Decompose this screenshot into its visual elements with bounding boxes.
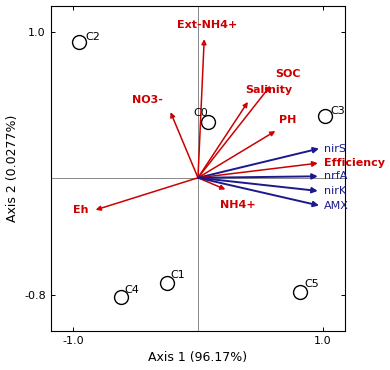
Text: C5: C5 [304, 279, 319, 289]
Text: AMX: AMX [324, 201, 349, 211]
Point [205, 120, 211, 125]
Text: C4: C4 [124, 285, 139, 295]
Text: C1: C1 [170, 270, 185, 280]
Text: Efficiency: Efficiency [324, 158, 385, 168]
Text: Ext-NH4+: Ext-NH4+ [177, 20, 237, 30]
Text: nirS: nirS [324, 144, 346, 154]
Point [322, 114, 328, 120]
Point [76, 39, 83, 45]
Text: NH4+: NH4+ [220, 200, 256, 210]
Text: C2: C2 [86, 32, 101, 42]
Text: SOC: SOC [275, 68, 301, 78]
Text: nirK: nirK [324, 186, 346, 196]
Text: Salinity: Salinity [245, 85, 292, 95]
Point [117, 295, 124, 300]
Text: C3: C3 [330, 107, 345, 117]
Point [164, 280, 170, 286]
Point [297, 289, 303, 295]
Text: Eh: Eh [73, 205, 88, 215]
Text: NO3-: NO3- [132, 95, 163, 105]
Text: nrfA: nrfA [324, 171, 347, 181]
Text: C0: C0 [193, 108, 208, 118]
X-axis label: Axis 1 (96.17%): Axis 1 (96.17%) [149, 352, 248, 364]
Text: PH: PH [279, 115, 296, 125]
Y-axis label: Axis 2 (0.0277%): Axis 2 (0.0277%) [5, 115, 19, 222]
